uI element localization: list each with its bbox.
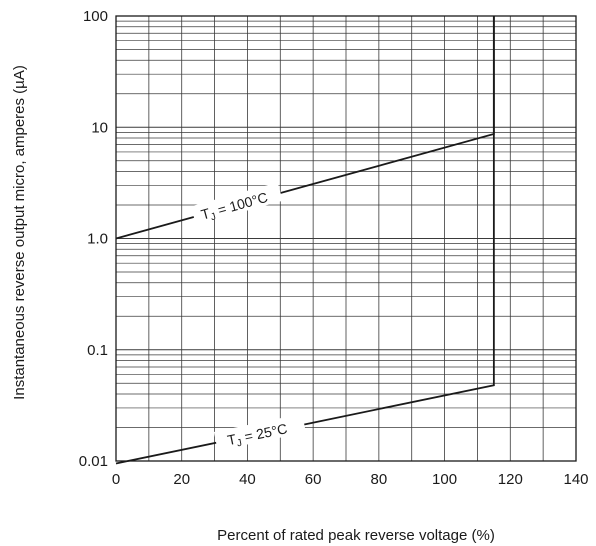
grid [116,16,576,461]
x-tick-label: 100 [432,471,457,488]
plot-frame [115,15,577,462]
y-tick-label: 0.1 [87,342,108,359]
series-line-1 [115,16,495,465]
x-axis-label: Percent of rated peak reverse voltage (%… [217,527,495,544]
curve-labels: TJ = 100°CTJ = 25°C [190,182,306,451]
y-tick-label: 0.01 [79,453,108,470]
x-tick-label: 20 [173,471,190,488]
x-tick-label: 140 [563,471,588,488]
y-tick-label: 10 [91,119,108,136]
x-tick-label: 120 [498,471,523,488]
x-tick-label: 80 [371,471,388,488]
y-tick-label: 1.0 [87,231,108,248]
curves [115,16,495,465]
x-tick-label: 60 [305,471,322,488]
curve-label-group-1: TJ = 25°C [213,413,306,451]
x-tick-label: 0 [112,471,120,488]
tick-labels: 0 20 40 60 80 100 120 140 0.01 0.1 1.0 10 100 [79,8,589,488]
y-tick-label: 100 [83,8,108,25]
curve-label-bg [213,413,306,451]
curve-label-bg [190,182,283,225]
y-axis-label: Instantaneous reverse output micro, ampe… [11,65,28,400]
x-tick-label: 40 [239,471,256,488]
